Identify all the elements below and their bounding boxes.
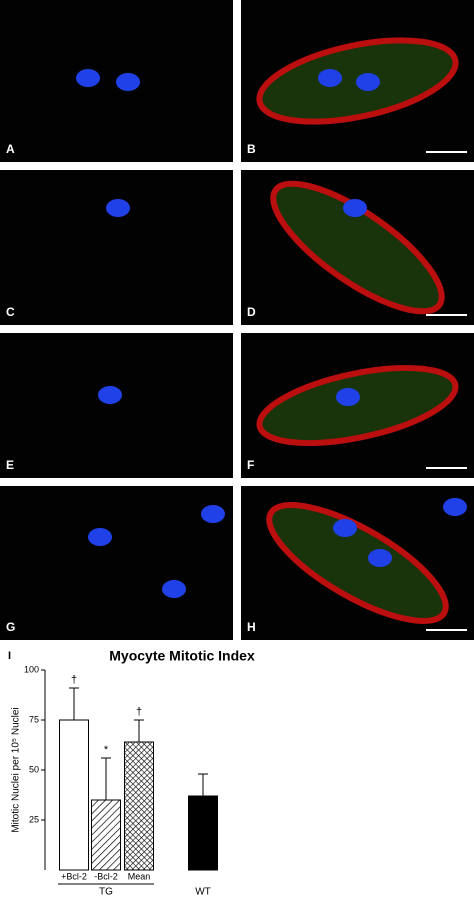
nucleus xyxy=(201,505,225,523)
chart-title: Myocyte Mitotic Index xyxy=(109,648,255,664)
nucleus xyxy=(162,580,186,598)
y-tick-label: 50 xyxy=(29,764,39,774)
panel-label: I xyxy=(8,650,11,662)
cell xyxy=(270,180,445,315)
nucleus xyxy=(98,386,122,404)
nucleus xyxy=(336,388,360,406)
bar xyxy=(188,795,218,871)
nucleus xyxy=(368,549,392,567)
y-tick-label: 100 xyxy=(24,664,39,674)
y-tick-label: 75 xyxy=(29,714,39,724)
panel-label: G xyxy=(6,620,15,634)
bar xyxy=(124,741,154,871)
micrograph xyxy=(0,333,233,478)
nucleus xyxy=(88,528,112,546)
nucleus xyxy=(116,73,140,91)
y-axis-label: Mitotic Nuclei per 10⁵ Nuclei xyxy=(11,707,22,832)
panel-label: E xyxy=(6,458,14,472)
bar xyxy=(59,719,89,871)
bar xyxy=(91,799,121,871)
nucleus xyxy=(318,69,342,87)
x-tick-label: -Bcl-2 xyxy=(94,871,118,881)
micrograph xyxy=(0,486,233,640)
x-tick-label: Mean xyxy=(128,871,151,881)
x-tick-label: WT xyxy=(195,887,211,897)
nucleus xyxy=(443,498,467,516)
significance-mark: † xyxy=(71,674,77,686)
panel-label: C xyxy=(6,305,15,319)
nucleus xyxy=(343,199,367,217)
bar-chart: I Myocyte Mitotic Index Mitotic Nuclei p… xyxy=(8,648,255,897)
micrograph-panels: A B C D E F G H xyxy=(0,0,474,640)
panel-label: H xyxy=(247,620,256,634)
y-tick-label: 25 xyxy=(29,814,39,824)
cell xyxy=(266,502,449,624)
significance-mark: * xyxy=(104,744,109,756)
panel-label: F xyxy=(247,458,254,472)
cell xyxy=(256,365,459,446)
nucleus xyxy=(76,69,100,87)
panel-label: A xyxy=(6,142,15,156)
nucleus xyxy=(333,519,357,537)
group-label: TG xyxy=(99,887,113,897)
nucleus xyxy=(106,199,130,217)
panel-label: D xyxy=(247,305,256,319)
significance-mark: † xyxy=(136,706,142,718)
x-tick-label: +Bcl-2 xyxy=(61,871,87,881)
micrograph xyxy=(0,170,233,325)
panel-label: B xyxy=(247,142,256,156)
nucleus xyxy=(356,73,380,91)
